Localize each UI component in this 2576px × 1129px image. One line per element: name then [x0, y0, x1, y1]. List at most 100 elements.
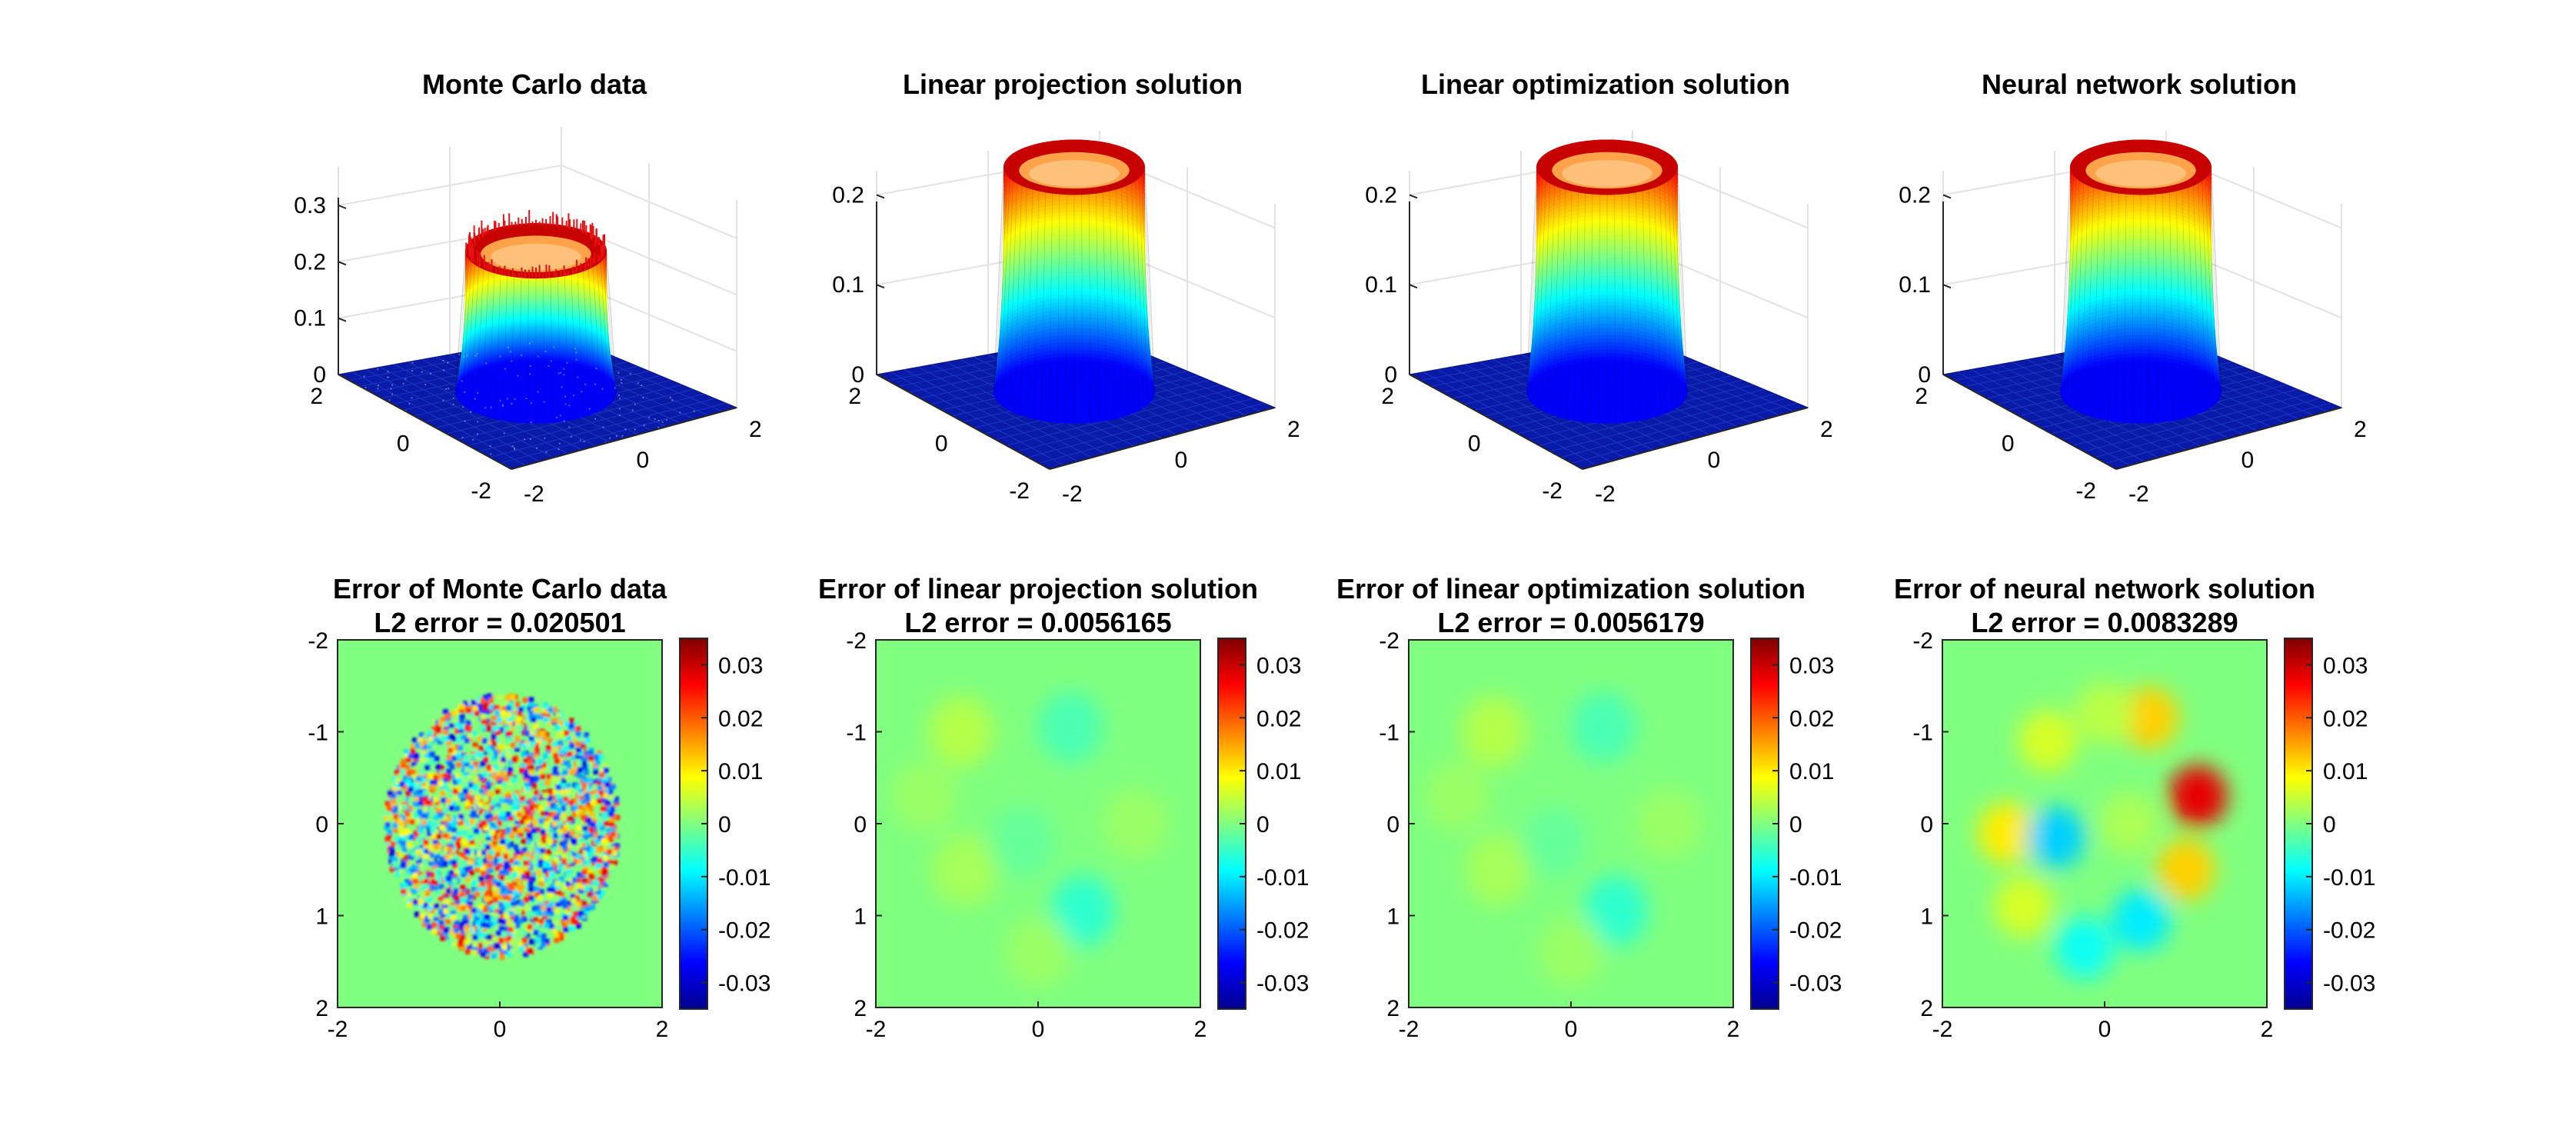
- heatmap-noise-cell: [481, 929, 487, 935]
- heatmap-noise-cell: [593, 886, 599, 892]
- floor-speckle: [648, 435, 651, 438]
- heatmap-noise-cell: [480, 714, 486, 720]
- heatmap-noise-cell: [581, 805, 587, 811]
- heatmap-noise-cell: [430, 924, 436, 931]
- heatmap-noise-cell: [548, 901, 554, 908]
- plateau-mesh-line: [1659, 185, 1668, 413]
- heatmap-noise-cell: [575, 825, 581, 831]
- plateau-mesh: [993, 167, 1156, 424]
- heatmap-noise-cell: [467, 901, 473, 907]
- heatmap-noise-cell: [496, 717, 502, 723]
- plateau-mesh-line: [1138, 178, 1149, 405]
- heatmap-noise-cell: [513, 861, 519, 867]
- heatmap-noise-cell: [541, 762, 547, 768]
- floor-speckle: [618, 408, 621, 410]
- heatmap-noise-cell: [471, 950, 478, 956]
- heatmap-noise-cell: [481, 931, 487, 938]
- heatmap-noise-cell: [439, 806, 445, 812]
- heatmap-noise-cell: [468, 782, 474, 788]
- heatmap-noise-cell: [547, 887, 553, 893]
- heatmap-noise-cell: [480, 724, 486, 731]
- floor-speckle: [620, 378, 622, 381]
- z-tick: [876, 374, 885, 378]
- floor-speckle: [452, 403, 454, 405]
- heatmap-noise-cell: [599, 824, 605, 831]
- floor-speckle: [643, 424, 645, 426]
- heatmap-noise-cell: [438, 811, 444, 818]
- plateau-mesh-line: [2148, 195, 2150, 424]
- heatmap-noise-cell: [488, 867, 494, 873]
- heatmap-noise-cell: [488, 813, 494, 819]
- plateau-mesh-line: [2155, 194, 2158, 423]
- z-tick-label: 0: [851, 362, 864, 388]
- heatmap-noise-cell: [428, 737, 434, 743]
- heatmap-noise-cell: [505, 829, 511, 835]
- heatmap-noise-cell: [419, 823, 425, 829]
- plateau-mesh-line: [2059, 167, 2071, 392]
- floor-speckle: [408, 402, 411, 405]
- heatmap-noise-cell: [532, 724, 538, 730]
- heatmap-noise-cell: [429, 784, 435, 791]
- heatmap-noise-cell: [449, 929, 455, 935]
- heatmap-noise-cell: [484, 874, 491, 880]
- heatmap-noise-cell: [508, 818, 514, 824]
- heatmap-noise-cell: [567, 726, 574, 732]
- heatmap-noise-cell: [491, 799, 497, 805]
- colorbar-tick-label: -0.03: [1256, 971, 1309, 997]
- heatmap-noise-cell: [581, 821, 587, 827]
- heatmap-noise-cell: [545, 862, 551, 868]
- heatmap-noise-cell: [534, 946, 540, 952]
- heatmap-noise-cell: [591, 860, 597, 866]
- x-tick-label: -2: [2128, 481, 2149, 507]
- heatmap-noise-cell: [553, 778, 559, 784]
- heatmap-noise-cell: [422, 739, 428, 745]
- heatmap-noise-cell: [564, 773, 570, 779]
- floor-speckle: [574, 348, 577, 350]
- heatmap-noise-cell: [577, 767, 583, 773]
- floor-speckle: [568, 426, 571, 428]
- y-tick-label: 1: [315, 904, 328, 930]
- heatmap-noise-cell: [465, 720, 471, 726]
- heatmap-noise-cell: [413, 864, 419, 871]
- heatmap-noise-cell: [562, 760, 568, 766]
- heatmap-noise-cell: [481, 778, 488, 784]
- plateau-mesh-line: [1088, 194, 1092, 423]
- heatmap-noise-cell: [396, 844, 402, 850]
- heatmap-noise-cell: [453, 928, 459, 934]
- heatmap-noise-cell: [487, 916, 493, 922]
- heatmap-noise-cell: [570, 754, 576, 761]
- plateau-mesh-line: [1103, 192, 1108, 421]
- heatmap-noise-cell: [401, 758, 407, 764]
- floor-speckle: [476, 353, 478, 355]
- heatmap-noise-cell: [584, 888, 591, 894]
- heatmap-noise-cell: [568, 723, 574, 729]
- heatmap-noise-cell: [410, 769, 416, 775]
- z-tick: [1409, 284, 1418, 289]
- heatmap-noise-cell: [453, 795, 459, 801]
- heatmap-noise-cell: [504, 850, 511, 856]
- heatmap-noise-cell: [591, 784, 597, 790]
- heatmap-noise-cell: [590, 821, 596, 828]
- heatmap-noise-cell: [440, 877, 446, 883]
- heatmap-noise-cell: [581, 798, 587, 804]
- plateau-mesh-line: [455, 253, 466, 395]
- heatmap-noise-cell: [577, 804, 583, 811]
- heatmap-noise-cell: [565, 843, 571, 849]
- heatmap-noise-cell: [408, 834, 414, 840]
- heatmap-blob: [2019, 710, 2078, 772]
- plateau-mesh-line: [2063, 175, 2074, 402]
- heatmap-noise-cell: [415, 849, 421, 855]
- heatmap-noise-cell: [534, 892, 541, 898]
- floor-speckle: [624, 428, 627, 431]
- heatmap-noise-cell: [478, 799, 484, 805]
- heatmap-noise-cell: [471, 887, 477, 893]
- y-tick-label: -2: [1542, 478, 1563, 504]
- heatmap-noise-cell: [467, 774, 473, 781]
- surface-axes: [1942, 201, 2342, 470]
- heatmap-noise-cell: [447, 817, 453, 823]
- x-tick-label: 2: [1727, 1017, 1740, 1042]
- plateau-mesh-line: [2100, 191, 2106, 420]
- heatmap-noise-cell: [402, 854, 408, 861]
- heatmap-noise-cell: [419, 891, 425, 898]
